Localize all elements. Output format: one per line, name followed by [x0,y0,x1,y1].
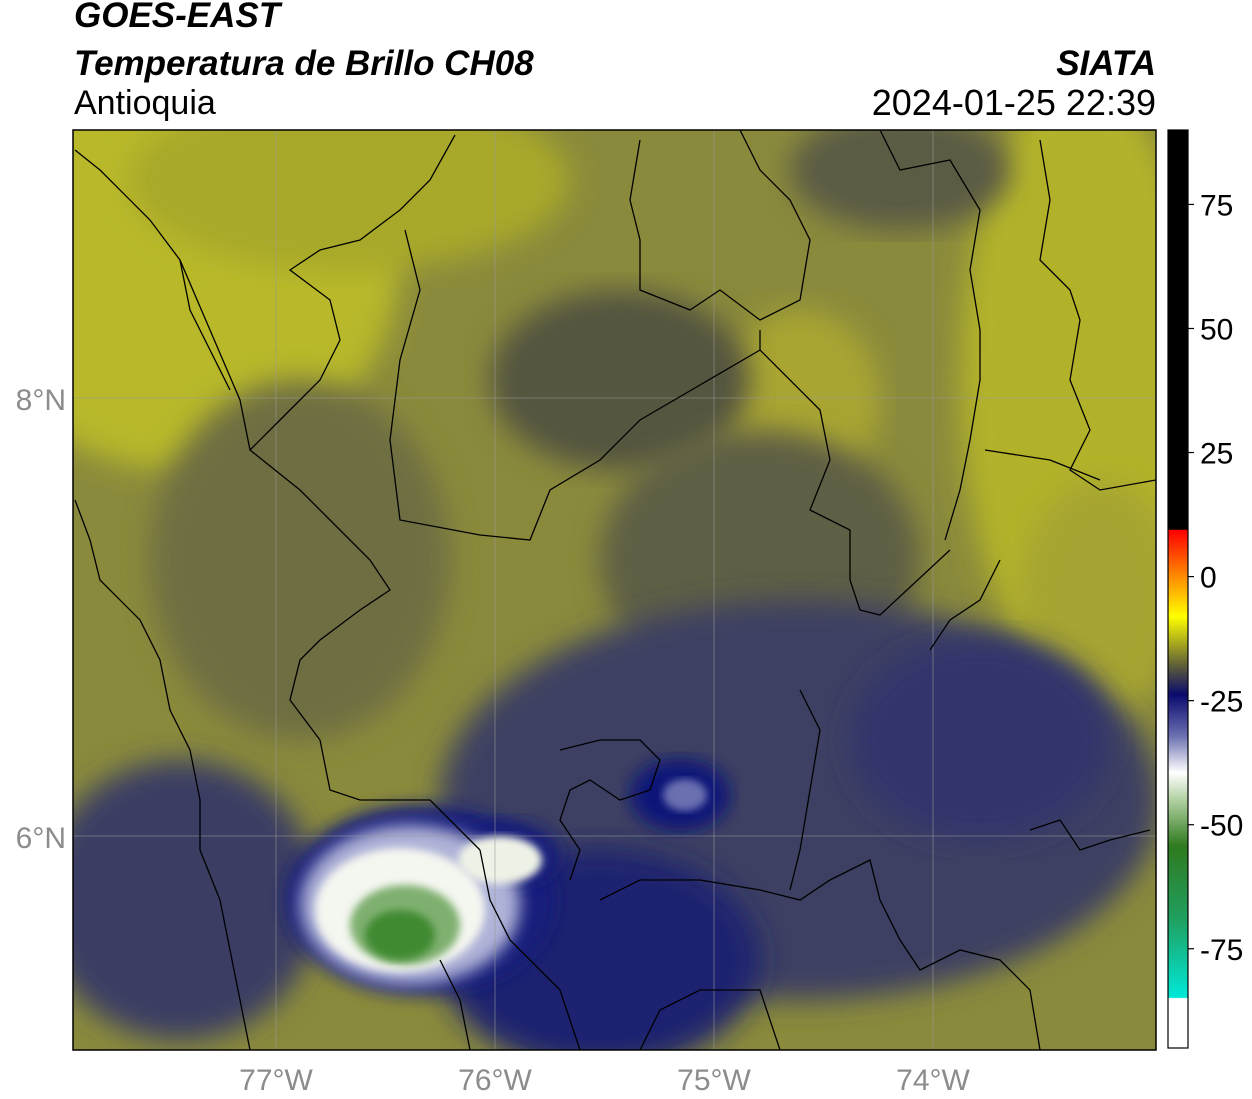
colorbar-tick-label: -25 [1200,686,1243,719]
colorbar [1168,130,1188,1048]
longitude-label: 75°W [677,1064,751,1097]
colorbar-tick-label: 0 [1200,562,1217,595]
colorbar-tick-label: -50 [1200,810,1243,843]
colorbar-tick-label: 25 [1200,438,1233,471]
longitude-label: 74°W [896,1064,970,1097]
brightness-temperature-field [0,50,1200,1070]
longitude-label: 77°W [239,1064,313,1097]
longitude-label: 76°W [458,1064,532,1097]
latitude-label: 8°N [16,384,66,417]
colorbar-tick-label: -75 [1200,934,1243,967]
colorbar-ticks: 75 50 25 0 -25 -50 -75 [1188,189,1243,966]
colorbar-tick-label: 50 [1200,313,1233,346]
colorbar-tick-label: 75 [1200,189,1233,222]
latitude-label: 6°N [16,822,66,855]
